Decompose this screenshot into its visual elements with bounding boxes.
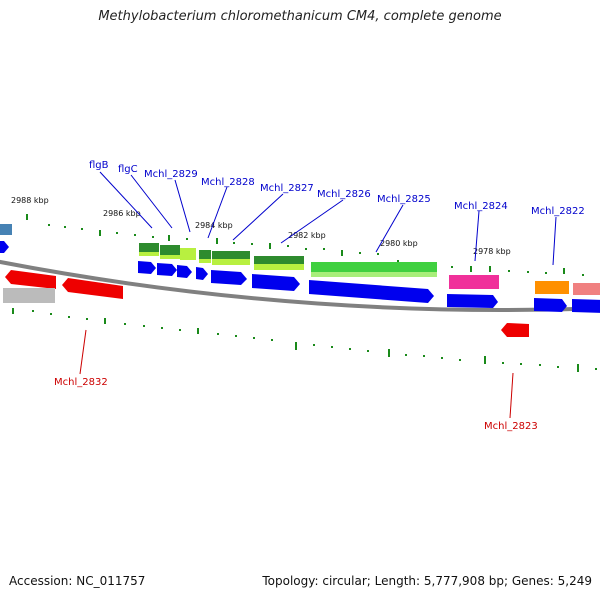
cds-arrow[interactable]	[157, 263, 177, 276]
connector-flgB	[99, 171, 153, 229]
cds-arrow[interactable]	[138, 261, 156, 274]
gene-label-Mchl-2823[interactable]: Mchl_2823	[484, 421, 538, 432]
cds-arrow[interactable]	[501, 323, 529, 337]
gene-labels-top: flgB flgC Mchl_2829 Mchl_2828 Mchl_2827 …	[89, 160, 585, 217]
genome-backbone	[0, 259, 600, 313]
connector-Mchl-2826	[280, 199, 344, 244]
cds-arrow[interactable]	[196, 267, 208, 280]
cds-arrow[interactable]	[309, 280, 434, 303]
connector-Mchl-2825	[375, 204, 404, 253]
accession-text: Accession: NC_011757	[9, 574, 146, 588]
kbp-label-2986: 2986 kbp	[103, 209, 141, 218]
feature-bar[interactable]	[311, 272, 437, 277]
feature-bar[interactable]	[139, 252, 159, 256]
gene-label-Mchl-2822[interactable]: Mchl_2822	[531, 206, 585, 217]
cds-arrow[interactable]	[534, 298, 567, 312]
feature-bar[interactable]	[180, 248, 196, 260]
gene-label-Mchl-2829[interactable]: Mchl_2829	[144, 169, 198, 180]
feature-bar[interactable]	[254, 256, 304, 266]
connector-Mchl-2828	[207, 186, 228, 239]
connector-Mchl-2823	[509, 372, 514, 419]
gene-label-flgB[interactable]: flgB	[89, 160, 109, 171]
feature-bar[interactable]	[0, 224, 12, 235]
feature-bar[interactable]	[160, 245, 180, 257]
kbp-label-2980: 2980 kbp	[380, 239, 418, 248]
reverse-cds-track	[5, 270, 529, 337]
connector-flgC	[130, 174, 173, 229]
feature-bar[interactable]	[573, 283, 600, 295]
kbp-label-2978: 2978 kbp	[473, 247, 511, 256]
feature-bar[interactable]	[3, 288, 55, 303]
upper-ruler	[26, 214, 584, 276]
cds-arrow[interactable]	[177, 265, 192, 278]
kbp-scale-labels: 2988 kbp 2986 kbp 2984 kbp 2982 kbp 2980…	[11, 196, 511, 256]
feature-bar[interactable]	[535, 281, 569, 294]
cds-arrow[interactable]	[572, 299, 600, 313]
feature-bar[interactable]	[160, 255, 180, 259]
feature-bar[interactable]	[212, 251, 250, 261]
gene-label-Mchl-2832[interactable]: Mchl_2832	[54, 377, 108, 388]
kbp-label-2984: 2984 kbp	[195, 221, 233, 230]
gene-labels-bottom: Mchl_2832 Mchl_2823	[54, 377, 538, 432]
gene-label-Mchl-2827[interactable]: Mchl_2827	[260, 183, 314, 194]
cds-arrow[interactable]	[5, 270, 56, 289]
feature-bar[interactable]	[449, 275, 499, 289]
gene-label-Mchl-2828[interactable]: Mchl_2828	[201, 177, 255, 188]
lower-ruler	[12, 308, 597, 372]
gene-label-Mchl-2826[interactable]: Mchl_2826	[317, 189, 371, 200]
cds-arrow[interactable]	[62, 278, 123, 299]
cds-arrow[interactable]	[447, 294, 498, 308]
gene-label-Mchl-2825[interactable]: Mchl_2825	[377, 194, 431, 205]
genome-summary-text: Topology: circular; Length: 5,777,908 bp…	[262, 574, 592, 588]
kbp-label-2988: 2988 kbp	[11, 196, 49, 205]
cds-arrow[interactable]	[0, 241, 9, 253]
kbp-label-2982: 2982 kbp	[288, 231, 326, 240]
feature-bar[interactable]	[199, 259, 211, 263]
connector-Mchl-2829	[174, 179, 191, 233]
label-connectors	[79, 171, 557, 419]
gene-label-Mchl-2824[interactable]: Mchl_2824	[454, 201, 508, 212]
feature-track-top	[0, 224, 600, 295]
feature-bar[interactable]	[212, 259, 250, 265]
forward-cds-track	[0, 241, 600, 313]
map-title: Methylobacterium chloromethanicum CM4, c…	[98, 9, 502, 24]
feature-bar[interactable]	[254, 264, 304, 270]
feature-bar[interactable]	[311, 262, 437, 274]
connector-Mchl-2822	[552, 216, 557, 266]
connector-Mchl-2827	[232, 193, 284, 241]
gene-label-flgC[interactable]: flgC	[118, 164, 138, 175]
connector-Mchl-2832	[79, 329, 87, 375]
cds-arrow[interactable]	[211, 270, 247, 285]
cds-arrow[interactable]	[252, 274, 300, 291]
connector-Mchl-2824	[474, 210, 480, 262]
